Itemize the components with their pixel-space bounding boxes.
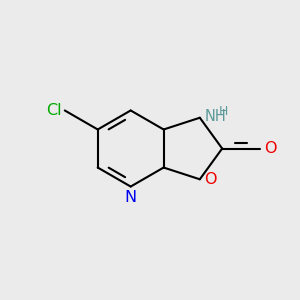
- Text: NH: NH: [204, 109, 226, 124]
- Text: H: H: [218, 105, 228, 118]
- Text: O: O: [204, 172, 217, 187]
- Text: Cl: Cl: [46, 103, 62, 118]
- Text: O: O: [264, 141, 276, 156]
- Text: N: N: [124, 190, 137, 205]
